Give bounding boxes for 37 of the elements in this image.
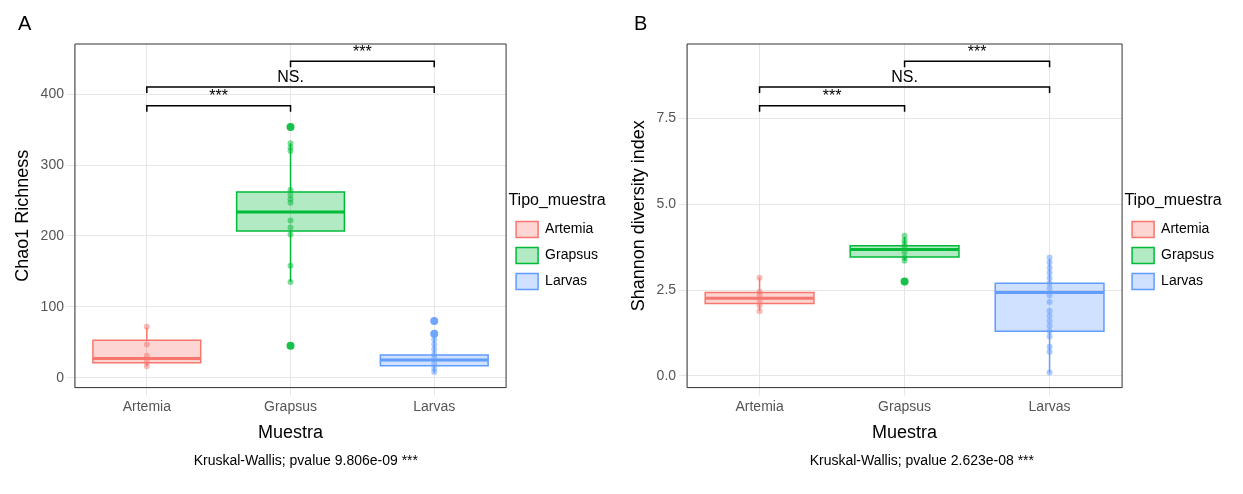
- x-tick-label: Larvas: [413, 397, 456, 414]
- legend-label: Artemia: [1161, 220, 1210, 237]
- legend-title: Tipo_muestra: [508, 190, 606, 209]
- y-axis-title: Chao1 Richness: [11, 149, 32, 282]
- annotation: ***: [967, 42, 987, 60]
- legend-label: Grapsus: [545, 246, 599, 263]
- annotation: NS.: [891, 68, 918, 86]
- x-tick-label: Grapsus: [878, 397, 932, 414]
- annotation: ***: [353, 42, 372, 60]
- annotation: ***: [822, 87, 842, 105]
- legend-label: Artemia: [545, 220, 594, 237]
- text: Kruskal-Wallis; pvalue 2.623e-08 ***: [808, 452, 1035, 468]
- y-tick-label: 5.0: [656, 194, 677, 211]
- y-tick-label: 400: [40, 85, 65, 102]
- y-tick-label: 0: [56, 368, 65, 385]
- x-tick-label: Grapsus: [264, 397, 317, 414]
- chart-title: B: [634, 12, 648, 35]
- y-tick-label: 2.5: [656, 280, 677, 297]
- y-tick-label: 7.5: [656, 109, 677, 126]
- legend-label: Grapsus: [1161, 246, 1215, 263]
- x-axis-title: Muestra: [872, 422, 939, 443]
- chart-title: A: [18, 12, 32, 35]
- x-tick-label: Artemia: [735, 397, 784, 414]
- y-axis-title: Shannon diversity index: [627, 120, 648, 312]
- y-tick-label: 200: [40, 226, 65, 243]
- text: Kruskal-Wallis; pvalue 9.806e-09 ***: [192, 452, 419, 468]
- legend-title: Tipo_muestra: [1124, 190, 1222, 209]
- x-tick-label: Larvas: [1028, 397, 1071, 414]
- x-axis-title: Muestra: [258, 422, 325, 443]
- annotation: ***: [209, 87, 229, 105]
- legend-label: Larvas: [545, 272, 588, 289]
- y-tick-label: 300: [40, 156, 65, 172]
- x-tick-label: Artemia: [122, 397, 172, 414]
- y-tick-label: 0.0: [656, 366, 677, 383]
- annotation: NS.: [277, 68, 304, 86]
- y-tick-label: 100: [40, 297, 65, 314]
- legend-label: Larvas: [1161, 272, 1204, 289]
